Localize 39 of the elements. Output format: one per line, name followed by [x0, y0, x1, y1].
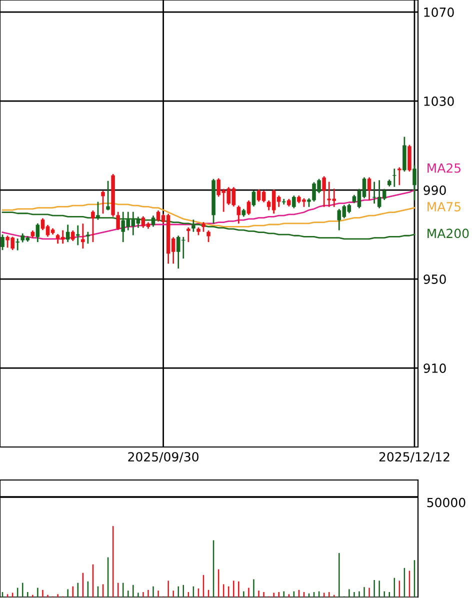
y-tick-label: 910	[424, 363, 446, 373]
candlestick	[86, 231, 90, 244]
y-tick-label: 1030	[424, 96, 454, 106]
candlestick	[252, 190, 256, 208]
candlestick	[0, 234, 4, 251]
candlestick	[186, 226, 190, 243]
candlestick	[116, 211, 120, 231]
candlestick	[101, 190, 105, 214]
series-label: MA75	[428, 202, 460, 212]
candlestick	[398, 166, 402, 186]
y-tick-label: 1070	[424, 7, 454, 17]
y-tick-label: 950	[424, 274, 446, 284]
candlestick	[392, 168, 396, 188]
line-series	[2, 189, 416, 240]
text: 50000	[427, 498, 466, 508]
candlestick	[70, 230, 75, 242]
candlestick	[322, 176, 326, 208]
line-series	[2, 212, 416, 240]
series-label: MA25	[428, 163, 460, 173]
series-label: MA200	[428, 228, 469, 238]
candlestick	[206, 230, 210, 243]
candlestick	[246, 200, 251, 216]
candlestick	[36, 222, 40, 243]
candlestick	[81, 222, 85, 250]
x-tick-label: 2025/12/12	[379, 452, 450, 463]
candlestick	[236, 204, 241, 224]
candlestick	[202, 221, 206, 233]
candlestick	[16, 238, 20, 252]
candlestick	[292, 194, 296, 209]
candlestick	[412, 164, 416, 201]
candlestick	[106, 180, 110, 211]
candlestick	[66, 224, 70, 243]
x-tick-label: 2025/09/30	[128, 452, 198, 463]
y-tick-label: 990	[424, 185, 446, 195]
candlestick	[151, 214, 156, 228]
candlestick	[367, 176, 372, 201]
candlestick	[192, 218, 196, 233]
line-series	[2, 202, 416, 228]
candlestick	[91, 210, 95, 243]
